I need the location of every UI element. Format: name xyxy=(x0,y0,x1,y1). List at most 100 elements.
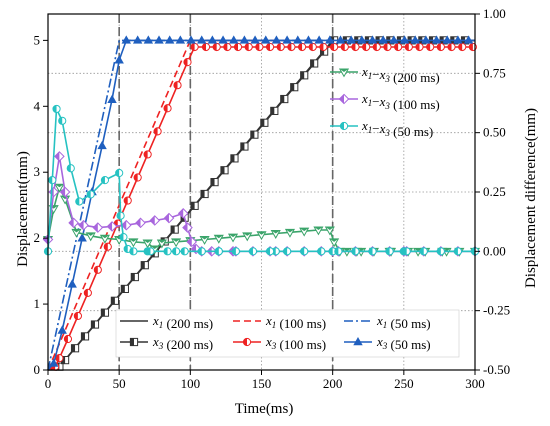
y2-axis-title: Displacement difference(mm) xyxy=(523,108,539,288)
marker-circle xyxy=(116,211,125,220)
marker-circle xyxy=(201,42,211,52)
marker-circle xyxy=(334,247,343,256)
marker-diamond xyxy=(120,219,132,231)
marker-triangle xyxy=(282,35,292,44)
marker-square xyxy=(120,284,129,294)
marker-circle xyxy=(297,42,307,52)
marker-circle xyxy=(172,247,181,256)
marker-triangle-down xyxy=(338,68,350,78)
marker-circle xyxy=(183,58,192,67)
legend-label: x3 (50 ms) xyxy=(376,334,431,352)
marker-triangle xyxy=(335,35,346,44)
marker-triangle xyxy=(114,55,124,64)
legend-label: x3 (200 ms) xyxy=(152,334,213,352)
series-markers xyxy=(48,35,474,367)
marker-diamond xyxy=(163,212,175,224)
marker-triangle xyxy=(57,325,67,334)
marker-diamond xyxy=(149,215,161,226)
marker-square xyxy=(210,178,219,187)
y2-tick-label: 1.00 xyxy=(483,6,506,21)
marker-triangle-down xyxy=(199,235,210,245)
marker-circle xyxy=(86,190,95,199)
marker-triangle xyxy=(97,140,107,150)
x-tick-label: 200 xyxy=(323,376,343,391)
marker-triangle-down xyxy=(299,227,310,237)
marker-circle xyxy=(426,42,435,52)
marker-square xyxy=(90,320,100,329)
marker-circle xyxy=(173,81,182,90)
marker-diamond xyxy=(106,221,118,232)
marker-triangle xyxy=(389,35,399,44)
marker-triangle xyxy=(121,35,131,44)
y-tick-label: 1 xyxy=(34,296,41,311)
marker-triangle xyxy=(353,336,363,346)
marker-square xyxy=(220,166,229,175)
marker-square xyxy=(250,130,259,139)
legend-entry-bottom: x1 (100 ms) xyxy=(233,313,326,331)
marker-circle xyxy=(265,247,275,256)
marker-circle xyxy=(436,42,445,52)
marker-circle xyxy=(283,247,292,256)
marker-triangle xyxy=(229,35,239,44)
marker-triangle xyxy=(143,35,154,44)
marker-triangle xyxy=(303,35,314,44)
marker-triangle xyxy=(250,35,260,44)
marker-circle xyxy=(163,247,172,256)
marker-circle xyxy=(419,247,428,256)
marker-triangle-down xyxy=(256,231,267,241)
x-tick-label: 150 xyxy=(252,376,272,391)
marker-triangle-down xyxy=(128,238,139,248)
marker-circle xyxy=(146,247,155,256)
marker-circle xyxy=(372,42,381,52)
marker-triangle xyxy=(314,35,324,44)
legend-entry-bottom: x1 (50 ms) xyxy=(344,313,431,331)
marker-triangle xyxy=(186,35,196,44)
marker-square xyxy=(130,272,139,282)
y2-tick-label: 0.25 xyxy=(483,184,506,199)
marker-circle xyxy=(453,247,463,256)
marker-circle xyxy=(394,42,403,52)
marker-diamond xyxy=(68,217,79,229)
marker-diamond xyxy=(59,186,71,198)
marker-diamond xyxy=(92,222,104,233)
marker-square xyxy=(129,337,139,347)
marker-circle xyxy=(351,42,360,52)
marker-circle xyxy=(265,42,275,52)
marker-circle xyxy=(66,164,75,173)
x-tick-label: 50 xyxy=(113,376,126,391)
marker-circle xyxy=(287,42,296,52)
marker-triangle xyxy=(48,358,59,367)
marker-diamond xyxy=(177,208,189,219)
legend-label: x1−x3 (200 ms) xyxy=(361,64,440,85)
marker-circle xyxy=(133,173,142,182)
marker-square xyxy=(80,332,90,341)
marker-circle xyxy=(233,42,243,52)
marker-circle xyxy=(319,42,328,52)
marker-triangle-down xyxy=(171,238,182,248)
series-layer xyxy=(42,35,481,371)
marker-square xyxy=(110,296,119,305)
marker-circle xyxy=(231,247,240,256)
marker-square xyxy=(310,59,319,68)
x-axis-title: Time(ms) xyxy=(235,401,294,417)
x-tick-label: 0 xyxy=(45,376,52,391)
legend-label: x1−x3 (50 ms) xyxy=(361,118,433,139)
series-3 xyxy=(47,36,475,371)
series-markers xyxy=(43,104,480,256)
y2-tick-label: -0.50 xyxy=(483,362,510,377)
marker-triangle-down xyxy=(213,234,224,244)
marker-triangle xyxy=(218,35,228,44)
x-tick-label: 300 xyxy=(465,376,485,391)
marker-triangle xyxy=(325,35,335,44)
marker-circle xyxy=(276,42,285,52)
marker-diamond xyxy=(54,151,65,162)
marker-triangle xyxy=(77,233,87,242)
marker-diamond xyxy=(78,219,89,231)
marker-circle xyxy=(214,247,223,256)
marker-circle xyxy=(52,104,61,114)
marker-square xyxy=(280,94,289,104)
marker-square xyxy=(240,142,249,151)
marker-triangle xyxy=(132,35,143,44)
marker-triangle xyxy=(453,35,463,44)
